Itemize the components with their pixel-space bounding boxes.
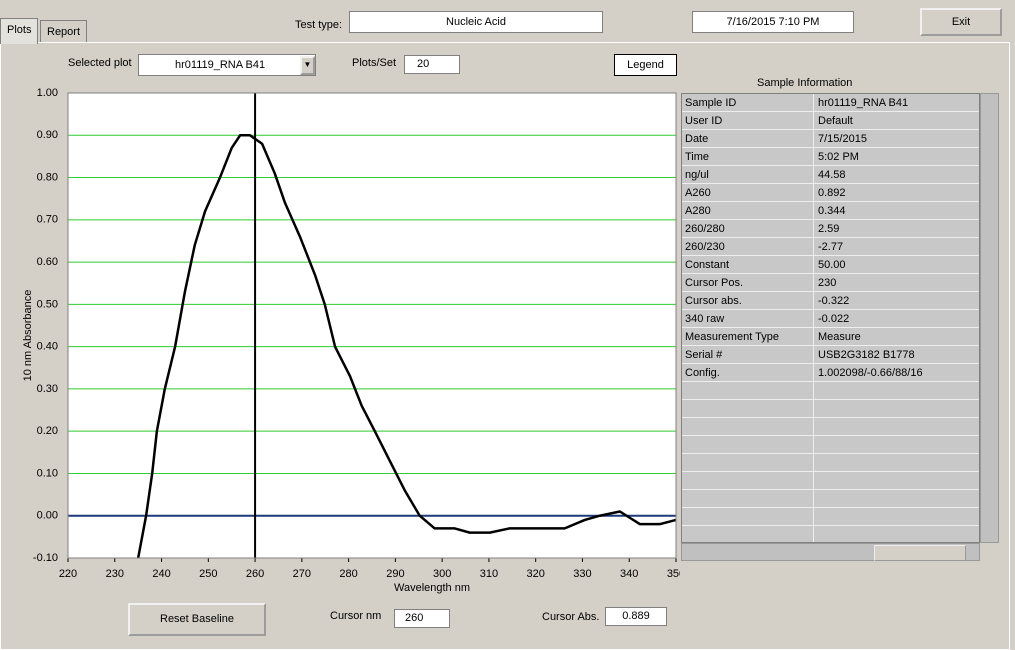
table-title: Sample Information	[757, 77, 853, 89]
x-tick-label: 230	[106, 568, 124, 580]
tab[interactable]: Report	[40, 20, 88, 42]
y-tick-label: 0.00	[37, 510, 58, 522]
table-key: 260/230	[685, 241, 725, 253]
label: Test type:	[295, 19, 343, 31]
table-value: -0.022	[818, 313, 850, 325]
y-tick-label: -0.10	[33, 552, 58, 564]
y-tick-label: 0.50	[37, 298, 58, 310]
table-value: 0.892	[818, 187, 846, 199]
table-value: -0.322	[818, 295, 850, 307]
plot-frame	[67, 92, 677, 559]
table-value: USB2G3182 B1778	[818, 349, 915, 361]
y-tick-label: 1.00	[37, 87, 58, 99]
plot-select[interactable]: hr01119_RNA B41	[138, 54, 316, 76]
y-tick-label: 0.10	[37, 467, 58, 479]
y-tick-label: 0.20	[37, 425, 58, 437]
table-key: Sample ID	[685, 97, 737, 109]
datetime-field: 7/16/2015 7:10 PM	[692, 11, 854, 33]
x-axis-label: Wavelength nm	[394, 582, 470, 594]
table-value: 2.59	[818, 223, 840, 235]
y-tick-label: 0.70	[37, 214, 58, 226]
table-key: Measurement Type	[685, 331, 779, 343]
table-value: 0.344	[818, 205, 846, 217]
x-tick-label: 330	[573, 568, 591, 580]
x-tick-label: 310	[480, 568, 498, 580]
table-value: Default	[818, 115, 853, 127]
test-type-field: Nucleic Acid	[349, 11, 603, 33]
y-tick-label: 0.30	[37, 383, 58, 395]
label: Cursor nm	[330, 610, 382, 622]
table-value: 7/15/2015	[818, 133, 867, 145]
x-tick-label: 270	[293, 568, 311, 580]
table-value: hr01119_RNA B41	[818, 97, 909, 109]
x-tick-label: 240	[152, 568, 170, 580]
y-axis-label: 10 nm Absorbance	[22, 290, 34, 382]
label: Cursor Abs.	[542, 611, 600, 623]
table-key: A280	[685, 205, 711, 217]
x-tick-label: 290	[386, 568, 404, 580]
label: Plots/Set	[352, 57, 397, 69]
table-key: 340 raw	[685, 313, 725, 325]
reset-baseline-button[interactable]: Reset Baseline	[128, 603, 266, 636]
x-tick-label: 300	[433, 568, 451, 580]
exit-button[interactable]: Exit	[920, 8, 1002, 36]
table-key: Date	[685, 133, 709, 145]
table-key: 260/280	[685, 223, 725, 235]
table-key: Constant	[685, 259, 730, 271]
table-key: Cursor abs.	[685, 295, 742, 307]
y-tick-label: 0.90	[37, 129, 58, 141]
table-key: User ID	[685, 115, 723, 127]
table-value: 50.00	[818, 259, 846, 271]
table-key: Time	[685, 151, 710, 163]
y-tick-label: 0.40	[37, 341, 58, 353]
legend-button[interactable]: Legend	[614, 54, 677, 76]
y-tick-label: 0.60	[37, 256, 58, 268]
tab[interactable]: Plots	[0, 18, 39, 44]
table-value: Measure	[818, 331, 861, 343]
vertical-scrollbar[interactable]	[980, 93, 999, 543]
cursor-nm-field[interactable]: 260	[394, 609, 450, 628]
table-key: Cursor Pos.	[685, 277, 744, 289]
table-value: 230	[818, 277, 837, 289]
x-tick-label: 350	[667, 568, 680, 580]
absorbance-plot: -0.10 0.00 0.10 0.20 0.30 0.40 0.50 0.60 0.70 0.8…	[22, 87, 680, 594]
plot-area	[68, 93, 676, 558]
table-key: Config.	[685, 367, 720, 379]
table-key: Serial #	[685, 349, 723, 361]
horizontal-scrollbar[interactable]	[681, 543, 980, 561]
table-key: A260	[685, 187, 711, 199]
x-tick-label: 260	[246, 568, 264, 580]
scroll-thumb[interactable]	[874, 545, 966, 561]
column-divider	[813, 94, 814, 542]
absorbance-curve	[136, 134, 677, 559]
table-value: 5:02 PM	[818, 151, 859, 163]
dropdown-arrow[interactable]: ▼	[300, 56, 315, 75]
table-key: ng/ul	[685, 169, 709, 181]
table-value: 1.002098/-0.66/88/16	[818, 367, 923, 379]
table-value: -2.77	[818, 241, 844, 253]
x-tick-label: 220	[59, 568, 77, 580]
x-tick-label: 280	[339, 568, 357, 580]
label: Selected plot	[68, 57, 132, 69]
plots-per-set-field[interactable]: 20	[404, 55, 460, 74]
cursor-abs-field: 0.889	[605, 607, 667, 626]
table-value: 44.58	[818, 169, 846, 181]
sample-info-table: Sample ID hr01119_RNA B41 User ID Default Da…	[681, 93, 980, 543]
x-tick-label: 250	[199, 568, 217, 580]
y-tick-label: 0.80	[37, 171, 58, 183]
x-tick-label: 340	[620, 568, 638, 580]
x-tick-label: 320	[527, 568, 545, 580]
